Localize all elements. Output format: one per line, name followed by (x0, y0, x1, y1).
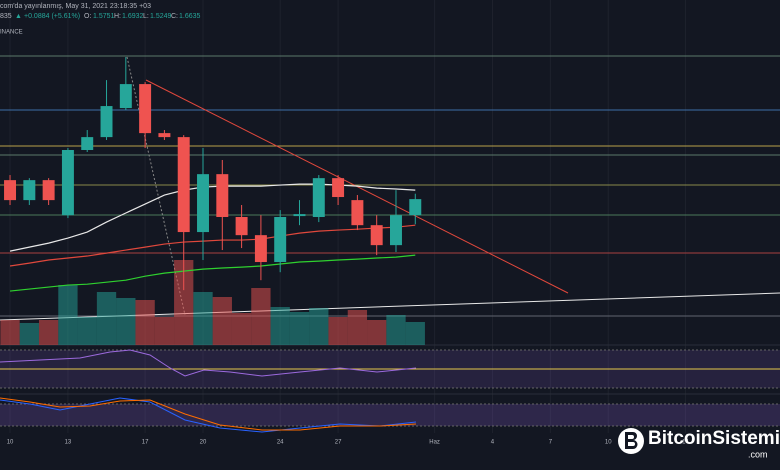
volume-bar (367, 320, 387, 345)
volume-bar (386, 315, 406, 345)
volume-bar (193, 292, 213, 345)
volume-bar (270, 307, 290, 345)
volume-bar (0, 320, 20, 345)
x-tick-label: 17 (142, 440, 149, 446)
x-tick-label: 27 (335, 440, 342, 446)
published-text: com'da yayınlanmış, May 31, 2021 23:18:3… (0, 3, 151, 10)
candle-body (139, 84, 152, 134)
ohlc-label: O: (84, 13, 91, 20)
stoch-band (0, 404, 780, 426)
watermark-domain: .com (748, 449, 768, 459)
ohlc-label: H: (114, 13, 121, 20)
x-tick-label: 10 (605, 440, 612, 446)
volume-bar (19, 323, 39, 345)
x-tick-label: 4 (491, 440, 495, 446)
x-tick-label: 10 (7, 440, 14, 446)
candle-body (158, 133, 171, 138)
volume-bar (38, 320, 59, 345)
candle-body (119, 84, 132, 109)
candle-body (390, 215, 402, 246)
ohlc-label: L: (143, 13, 149, 20)
ohlc-value: 1.6635 (179, 13, 201, 20)
volume-bar (174, 260, 194, 345)
rsi-line (0, 349, 417, 377)
volume-bar (405, 322, 425, 345)
candle-body (370, 225, 383, 246)
candle-body (235, 216, 248, 236)
watermark-name: BitcoinSistemi (648, 428, 780, 449)
volume-bar (96, 292, 117, 345)
stoch-panel (0, 393, 780, 433)
volume-bar (116, 298, 136, 345)
candle-body (274, 216, 287, 263)
candle-body (351, 200, 364, 226)
source-text: INANCE (0, 30, 23, 36)
x-tick-label: 13 (65, 440, 72, 446)
x-tick-label: 14 (682, 440, 689, 446)
volume-bar (251, 288, 271, 345)
ohlc-value: 1.5249 (150, 13, 172, 20)
moving-average (9, 224, 416, 267)
price-text: 835 (0, 13, 12, 20)
candle-body (293, 214, 306, 217)
candle-body (216, 174, 229, 217)
volume-bar (212, 297, 232, 345)
watermark-logo-mark (625, 432, 638, 449)
stoch-d (0, 397, 417, 431)
candle-body (81, 137, 94, 150)
x-tick-label: 20 (200, 440, 207, 446)
candle-body (332, 178, 345, 198)
volume-bar (154, 317, 175, 345)
volume-bar (289, 312, 310, 345)
watermark: BitcoinSistemi .com (618, 428, 780, 459)
volume-bar (231, 313, 252, 345)
candle-body (409, 199, 422, 216)
ohlc-value: 1.5751 (93, 13, 115, 20)
volume-bar (309, 308, 329, 345)
moving-average (9, 183, 416, 252)
x-tick-label: Haz (429, 440, 440, 446)
volume-bar (58, 285, 78, 345)
volume-bar (135, 300, 155, 345)
x-tick-label: 7 (549, 440, 553, 446)
ohlc-label: C: (171, 13, 178, 20)
candle-body (61, 150, 74, 216)
volume-bar (347, 310, 368, 345)
candle-body (4, 180, 17, 201)
ohlc-line: 835 ▲ +0.0884 (+5.61%) O: 1.5751 H: 1.69… (0, 13, 201, 20)
moving-average (9, 254, 416, 292)
candle-body (177, 137, 190, 233)
candle-body (100, 106, 113, 138)
rsi-panel (0, 344, 780, 389)
stoch-k (0, 397, 417, 433)
volume-bar (77, 317, 97, 345)
candle-body (42, 180, 55, 201)
ohlc-value: 1.6932 (122, 13, 144, 20)
volume-bar (328, 317, 348, 345)
candle-body (23, 180, 36, 201)
candle-body (312, 178, 325, 217)
x-tick-label: 24 (277, 440, 284, 446)
change-text: +0.0884 (+5.61%) (24, 13, 80, 20)
change-arrow: ▲ (15, 13, 22, 20)
candle-body (197, 174, 209, 233)
candle-body (254, 235, 267, 263)
